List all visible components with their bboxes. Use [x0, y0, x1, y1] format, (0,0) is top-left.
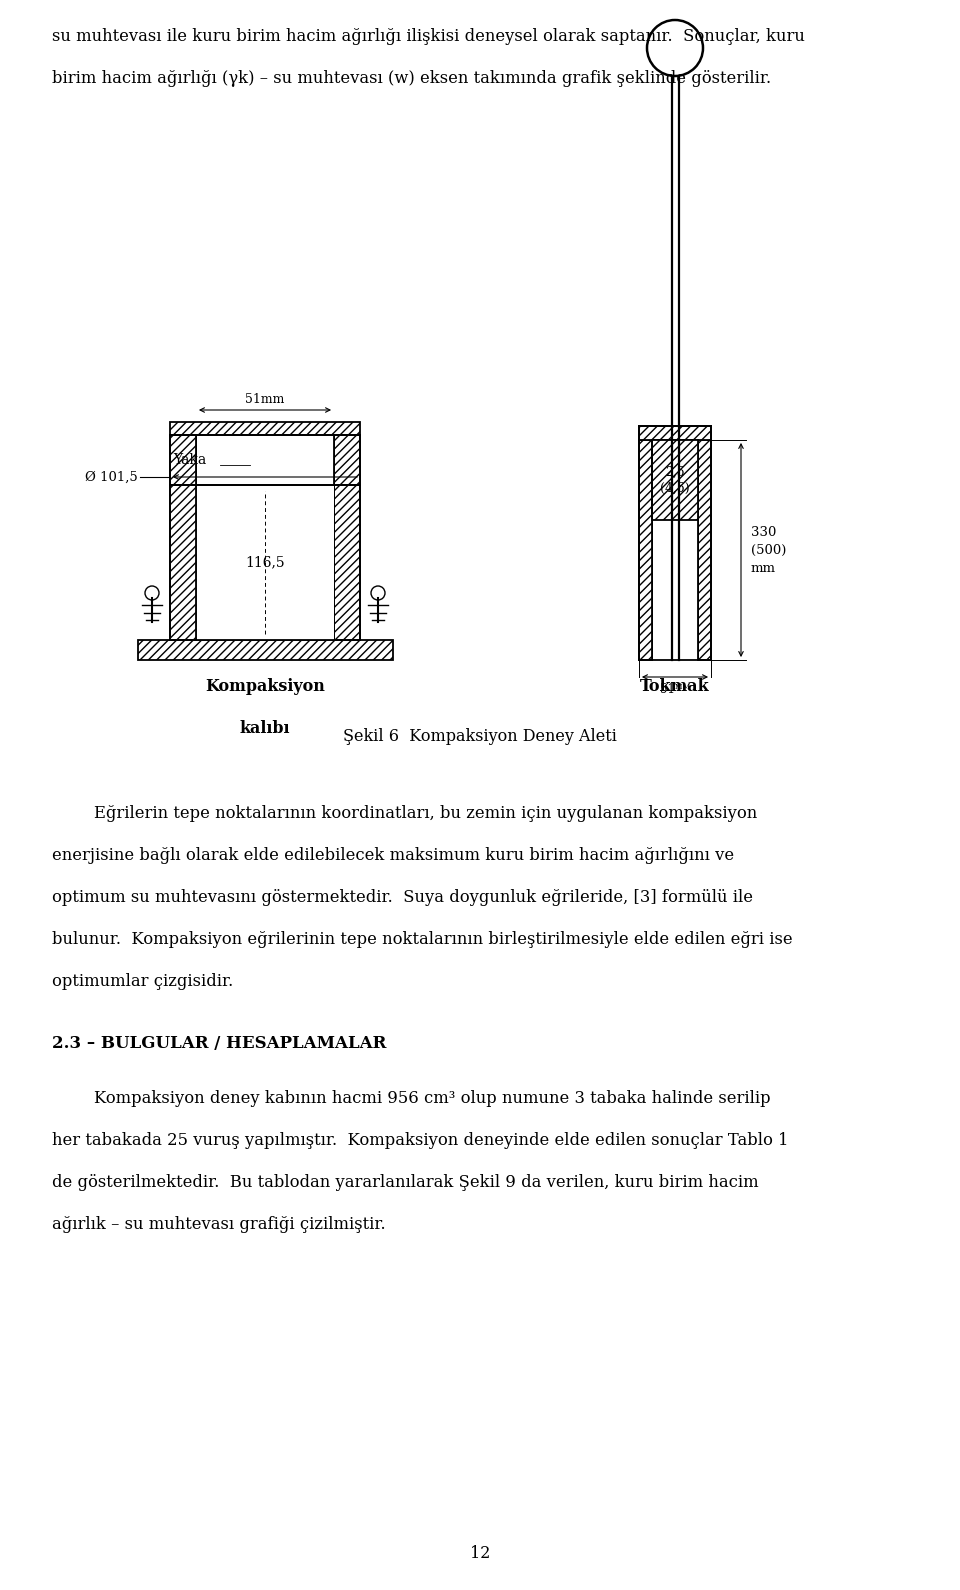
Text: 12: 12	[469, 1545, 491, 1561]
Text: birim hacim ağırlığı (γk) – su muhtevası (w) eksen takımında grafik şeklinde gös: birim hacim ağırlığı (γk) – su muhtevası…	[52, 70, 771, 87]
Text: kalıbı: kalıbı	[240, 720, 290, 738]
Text: 2,5
(4,5): 2,5 (4,5)	[660, 466, 690, 494]
Text: her tabakada 25 vuruş yapılmıştır.  Kompaksiyon deneyinde elde edilen sonuçlar T: her tabakada 25 vuruş yapılmıştır. Kompa…	[52, 1132, 788, 1150]
Text: Yaka: Yaka	[174, 453, 206, 467]
Text: 51mm: 51mm	[246, 393, 285, 405]
Text: 330
(500)
mm: 330 (500) mm	[751, 526, 786, 574]
Circle shape	[647, 21, 703, 76]
Polygon shape	[137, 641, 393, 660]
Text: bulunur.  Kompaksiyon eğrilerinin tepe noktalarının birleştirilmesiyle elde edil: bulunur. Kompaksiyon eğrilerinin tepe no…	[52, 932, 793, 948]
Polygon shape	[652, 440, 698, 520]
Text: Ø 101,5: Ø 101,5	[85, 471, 138, 483]
Polygon shape	[196, 485, 334, 641]
Text: Kompaksiyon: Kompaksiyon	[205, 677, 324, 695]
Text: ağırlık – su muhtevası grafiği çizilmiştir.: ağırlık – su muhtevası grafiği çizilmişt…	[52, 1216, 386, 1232]
Polygon shape	[639, 426, 711, 440]
Text: Şekil 6  Kompaksiyon Deney Aleti: Şekil 6 Kompaksiyon Deney Aleti	[343, 728, 617, 746]
Polygon shape	[170, 436, 196, 485]
Text: enerjisine bağlı olarak elde edilebilecek maksimum kuru birim hacim ağırlığını v: enerjisine bağlı olarak elde edilebilece…	[52, 847, 734, 863]
Polygon shape	[334, 436, 360, 485]
Text: optimum su muhtevasını göstermektedir.  Suya doygunluk eğrileride, [3] formülü i: optimum su muhtevasını göstermektedir. S…	[52, 889, 753, 906]
Polygon shape	[334, 485, 360, 641]
Polygon shape	[170, 421, 360, 436]
Text: 116,5: 116,5	[245, 555, 285, 569]
Polygon shape	[698, 440, 711, 660]
Text: de gösterilmektedir.  Bu tablodan yararlanılarak Şekil 9 da verilen, kuru birim : de gösterilmektedir. Bu tablodan yararla…	[52, 1173, 758, 1191]
Polygon shape	[170, 485, 196, 641]
Text: Eğrilerin tepe noktalarının koordinatları, bu zemin için uygulanan kompaksiyon: Eğrilerin tepe noktalarının koordinatlar…	[52, 805, 757, 822]
Text: Tokmak: Tokmak	[640, 677, 709, 695]
Text: Kompaksiyon deney kabının hacmi 956 cm³ olup numune 3 tabaka halinde serilip: Kompaksiyon deney kabının hacmi 956 cm³ …	[52, 1091, 771, 1107]
Text: su muhtevası ile kuru birim hacim ağırlığı ilişkisi deneysel olarak saptanır.  S: su muhtevası ile kuru birim hacim ağırlı…	[52, 29, 804, 45]
Circle shape	[371, 587, 385, 599]
Polygon shape	[639, 440, 652, 660]
Text: 2.3 – BULGULAR / HESAPLAMALAR: 2.3 – BULGULAR / HESAPLAMALAR	[52, 1035, 386, 1053]
Text: optimumlar çizgisidir.: optimumlar çizgisidir.	[52, 973, 233, 991]
Text: 51ᴹᴹ: 51ᴹᴹ	[660, 684, 690, 696]
Circle shape	[145, 587, 159, 599]
